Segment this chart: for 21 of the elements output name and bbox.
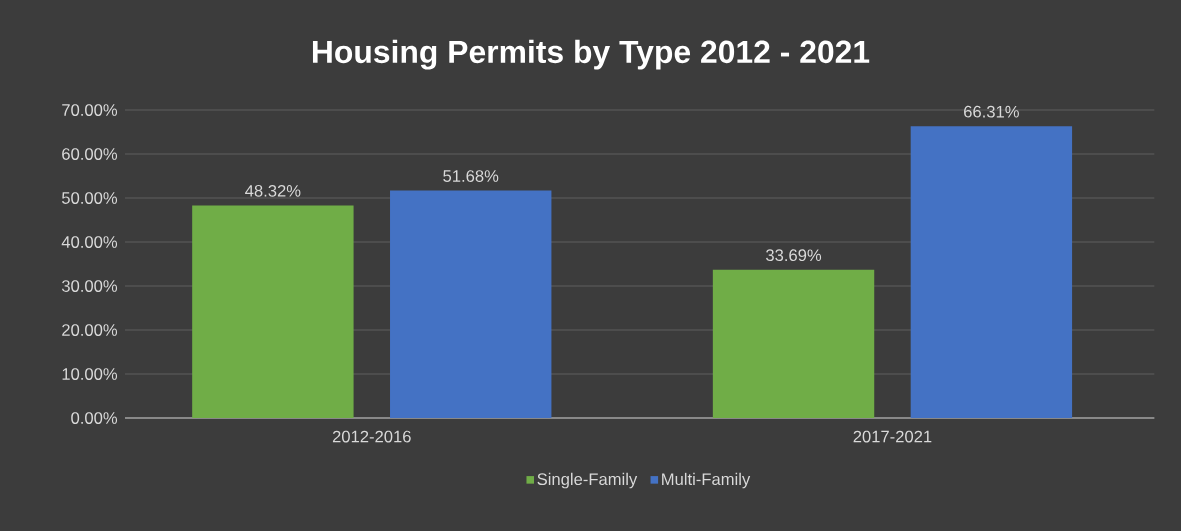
y-tick-label: 20.00% xyxy=(62,324,118,336)
y-tick-label: 0.00% xyxy=(71,412,118,424)
y-tick-label: 60.00% xyxy=(62,148,118,160)
bar xyxy=(390,190,552,418)
bar xyxy=(192,205,354,418)
y-tick-label: 40.00% xyxy=(61,236,118,248)
y-tick-label: 10.00% xyxy=(62,368,118,380)
y-tick-label: 70.00% xyxy=(62,104,118,116)
data-label: 48.32% xyxy=(245,184,301,197)
y-tick-label: 50.00% xyxy=(62,192,118,204)
x-tick-label: 2017-2021 xyxy=(853,430,932,443)
data-label: 33.69% xyxy=(766,249,822,262)
bar xyxy=(910,126,1073,418)
data-label: 66.31% xyxy=(964,105,1019,118)
data-label: 51.68% xyxy=(443,170,499,182)
chart-title: Housing Permits by Type 2012 - 2021 xyxy=(312,39,870,70)
bar xyxy=(712,269,875,418)
y-tick-label: 30.00% xyxy=(61,280,118,292)
legend-label: Multi-Family xyxy=(662,472,751,489)
legend-label: Single-Family xyxy=(537,472,638,489)
x-tick-label: 2012-2016 xyxy=(332,430,411,443)
